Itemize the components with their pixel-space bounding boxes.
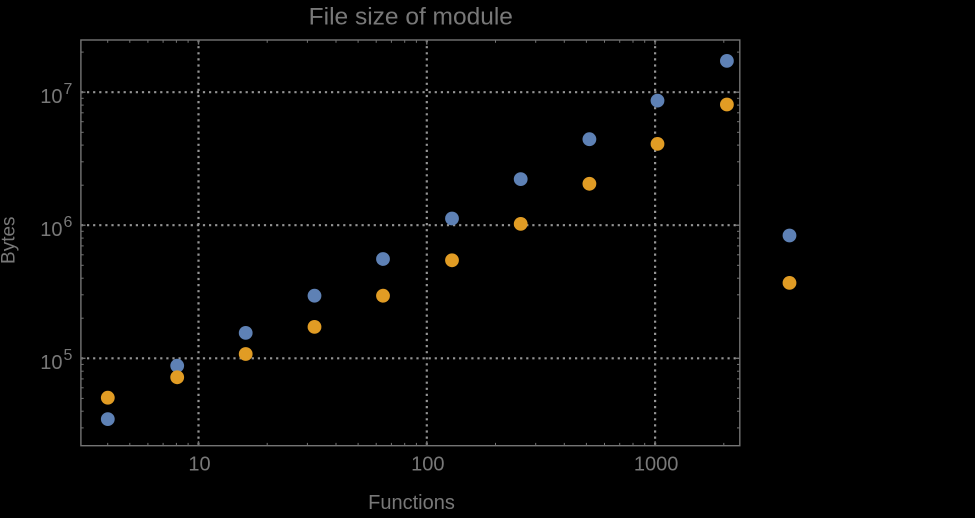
svg-text:Bytes: Bytes	[0, 216, 20, 264]
svg-text:100: 100	[411, 454, 444, 476]
svg-text:10: 10	[40, 86, 62, 108]
svg-text:5: 5	[64, 347, 73, 364]
svg-text:7: 7	[64, 81, 73, 98]
svg-text:10: 10	[40, 219, 62, 241]
svg-text:10: 10	[40, 352, 62, 374]
svg-text:10: 10	[188, 454, 210, 476]
svg-text:6: 6	[64, 214, 73, 231]
svg-text:File size of module: File size of module	[309, 3, 513, 30]
svg-text:1000: 1000	[634, 454, 679, 476]
svg-text:Functions: Functions	[368, 492, 455, 513]
